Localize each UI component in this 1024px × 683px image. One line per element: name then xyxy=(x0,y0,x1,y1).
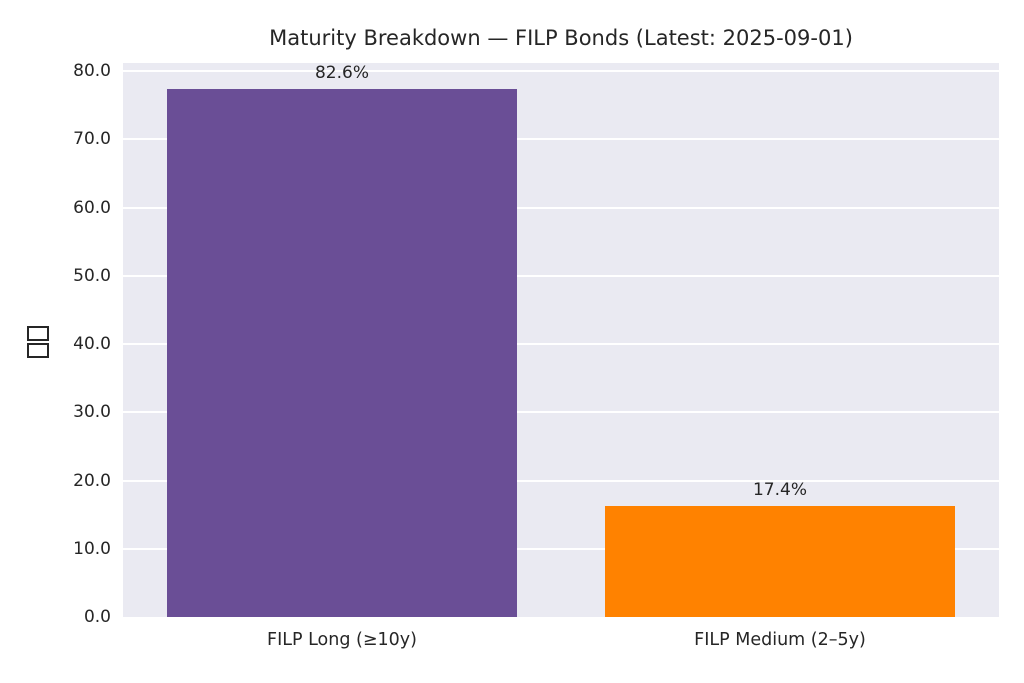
plot-area xyxy=(123,63,999,617)
y-axis-label-missing-glyphs xyxy=(27,326,49,358)
gridline xyxy=(123,411,999,414)
gridline xyxy=(123,206,999,209)
y-tick-label: 60.0 xyxy=(73,197,111,218)
missing-glyph-box-icon xyxy=(27,343,49,358)
gridline xyxy=(123,547,999,550)
chart-title: Maturity Breakdown — FILP Bonds (Latest:… xyxy=(269,26,853,50)
y-tick-label: 50.0 xyxy=(73,265,111,286)
x-tick-label: FILP Medium (2–5y) xyxy=(694,630,866,650)
y-tick-label: 70.0 xyxy=(73,129,111,150)
y-tick-label: 0.0 xyxy=(83,607,111,627)
y-tick-label: 10.0 xyxy=(73,538,111,559)
y-tick-label: 80.0 xyxy=(73,61,111,82)
gridline xyxy=(123,70,999,73)
bar-value-label: 17.4% xyxy=(752,479,807,500)
gridline xyxy=(123,343,999,346)
gridline xyxy=(123,274,999,277)
bar-value-label: 82.6% xyxy=(314,62,369,83)
x-tick-label: FILP Long (≥10y) xyxy=(267,630,417,650)
gridline xyxy=(123,138,999,141)
missing-glyph-box-icon xyxy=(27,326,49,341)
bar-filp-long xyxy=(166,88,518,617)
y-tick-label: 20.0 xyxy=(73,470,111,491)
y-tick-label: 30.0 xyxy=(73,402,111,423)
bar-filp-medium xyxy=(604,505,956,617)
y-tick-label: 40.0 xyxy=(73,334,111,355)
gridline xyxy=(123,479,999,482)
